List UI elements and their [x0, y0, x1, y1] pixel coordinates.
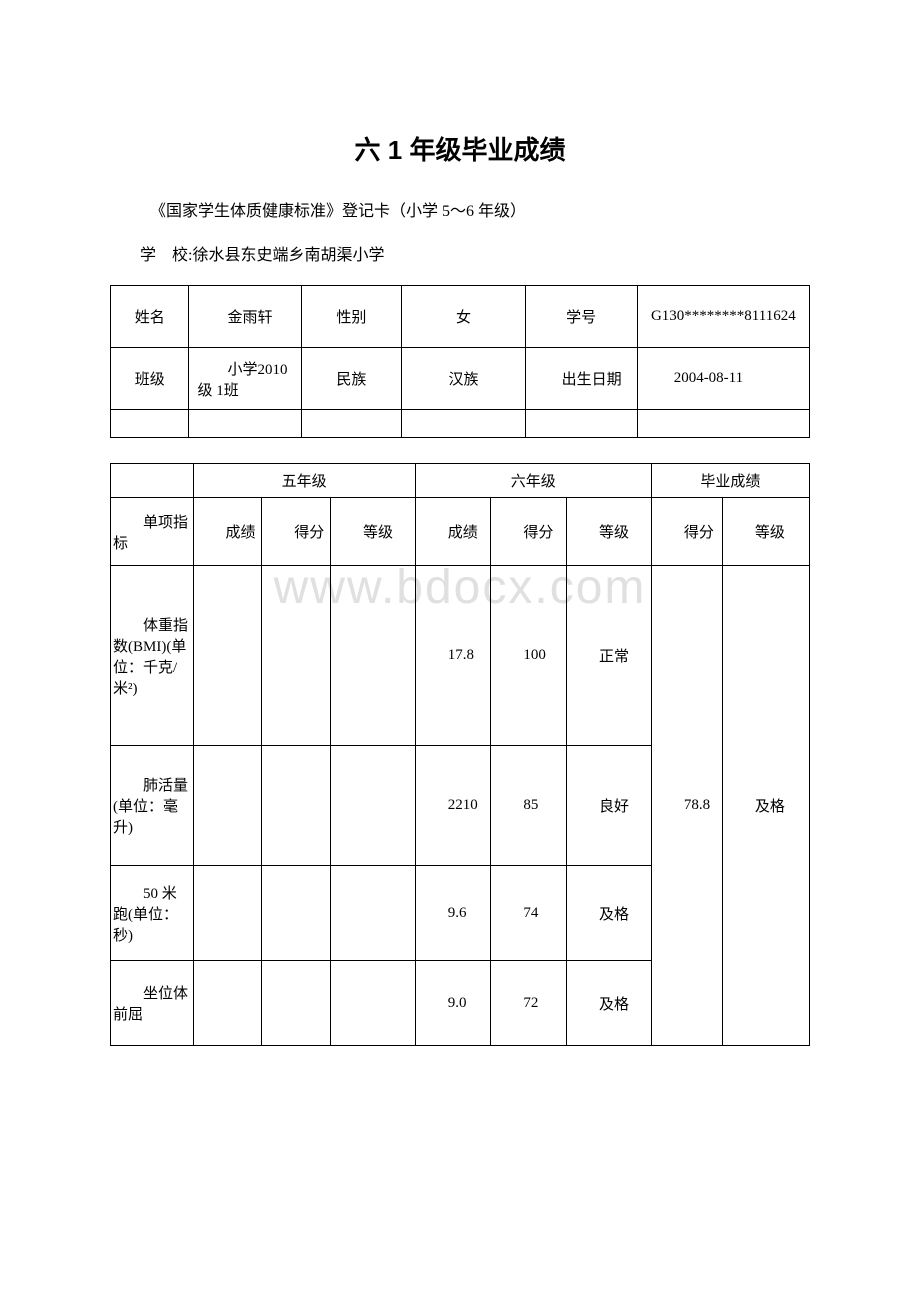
empty-header — [111, 464, 194, 498]
grad-level: 及格 — [722, 566, 809, 1046]
g6-score: 9.6 — [415, 866, 491, 961]
grade5-header: 五年级 — [193, 464, 415, 498]
g6-score: 17.8 — [415, 566, 491, 746]
class-label: 班级 — [111, 348, 189, 410]
grad-points-header: 得分 — [651, 498, 722, 566]
gender-label: 性别 — [301, 286, 402, 348]
empty-cell — [402, 410, 525, 438]
item-bmi: 体重指数(BMI)(单位：千克/米²) — [111, 566, 194, 746]
subtitle-text: 《国家学生体质健康标准》登记卡（小学 5～6 年级） — [110, 197, 810, 221]
g6-points: 72 — [491, 961, 567, 1046]
grad-level-header: 等级 — [722, 498, 809, 566]
empty-cell — [111, 410, 189, 438]
ethnicity-value: 汉族 — [402, 348, 525, 410]
g5-level — [331, 566, 416, 746]
table-row — [111, 410, 810, 438]
grade6-header: 六年级 — [415, 464, 651, 498]
name-label: 姓名 — [111, 286, 189, 348]
g6-score: 2210 — [415, 746, 491, 866]
name-value: 金雨轩 — [189, 286, 301, 348]
table-row: 五年级 六年级 毕业成绩 — [111, 464, 810, 498]
g6-points: 100 — [491, 566, 567, 746]
item-header: 单项指标 — [111, 498, 194, 566]
empty-cell — [525, 410, 637, 438]
school-value: 徐水县东史端乡南胡渠小学 — [192, 247, 384, 264]
school-label: 学 校: — [140, 247, 192, 264]
item-lung: 肺活量(单位：毫升) — [111, 746, 194, 866]
g5-points-header: 得分 — [262, 498, 331, 566]
item-50m: 50 米跑(单位：秒) — [111, 866, 194, 961]
g5-score — [193, 746, 262, 866]
g5-score — [193, 866, 262, 961]
g5-level — [331, 866, 416, 961]
ethnicity-label: 民族 — [301, 348, 402, 410]
table-row: 姓名 金雨轩 性别 女 学号 G130********8111624 — [111, 286, 810, 348]
student-info-table: 姓名 金雨轩 性别 女 学号 G130********8111624 班级 小学… — [110, 285, 810, 438]
g6-level: 正常 — [567, 566, 652, 746]
empty-cell — [189, 410, 301, 438]
g5-points — [262, 961, 331, 1046]
birthdate-label: 出生日期 — [525, 348, 637, 410]
g5-level-header: 等级 — [331, 498, 416, 566]
score-table: 五年级 六年级 毕业成绩 单项指标 成绩 得分 等级 成绩 得分 等级 得分 等… — [110, 463, 810, 1046]
g6-points: 85 — [491, 746, 567, 866]
empty-cell — [637, 410, 809, 438]
grad-points: 78.8 — [651, 566, 722, 1046]
school-line: 学 校:徐水县东史端乡南胡渠小学 — [110, 241, 810, 265]
item-sitreach: 坐位体前屈 — [111, 961, 194, 1046]
g6-points-header: 得分 — [491, 498, 567, 566]
g5-points — [262, 746, 331, 866]
student-id-value: G130********8111624 — [637, 286, 809, 348]
empty-cell — [301, 410, 402, 438]
g5-score — [193, 961, 262, 1046]
g6-level: 及格 — [567, 961, 652, 1046]
g5-level — [331, 746, 416, 866]
page-title: 六 1 年级毕业成绩 — [110, 130, 810, 167]
g6-score-header: 成绩 — [415, 498, 491, 566]
g5-points — [262, 866, 331, 961]
g5-level — [331, 961, 416, 1046]
student-id-label: 学号 — [525, 286, 637, 348]
document-content: 六 1 年级毕业成绩 《国家学生体质健康标准》登记卡（小学 5～6 年级） 学 … — [110, 130, 810, 1046]
g6-level: 良好 — [567, 746, 652, 866]
g6-level: 及格 — [567, 866, 652, 961]
table-row: 体重指数(BMI)(单位：千克/米²) 17.8 100 正常 78.8 及格 — [111, 566, 810, 746]
class-value: 小学2010 级 1班 — [189, 348, 301, 410]
table-row: 单项指标 成绩 得分 等级 成绩 得分 等级 得分 等级 — [111, 498, 810, 566]
g6-level-header: 等级 — [567, 498, 652, 566]
birthdate-value: 2004-08-11 — [637, 348, 809, 410]
g6-score: 9.0 — [415, 961, 491, 1046]
graduation-header: 毕业成绩 — [651, 464, 809, 498]
g6-points: 74 — [491, 866, 567, 961]
g5-points — [262, 566, 331, 746]
table-row: 班级 小学2010 级 1班 民族 汉族 出生日期 2004-08-11 — [111, 348, 810, 410]
g5-score-header: 成绩 — [193, 498, 262, 566]
gender-value: 女 — [402, 286, 525, 348]
g5-score — [193, 566, 262, 746]
